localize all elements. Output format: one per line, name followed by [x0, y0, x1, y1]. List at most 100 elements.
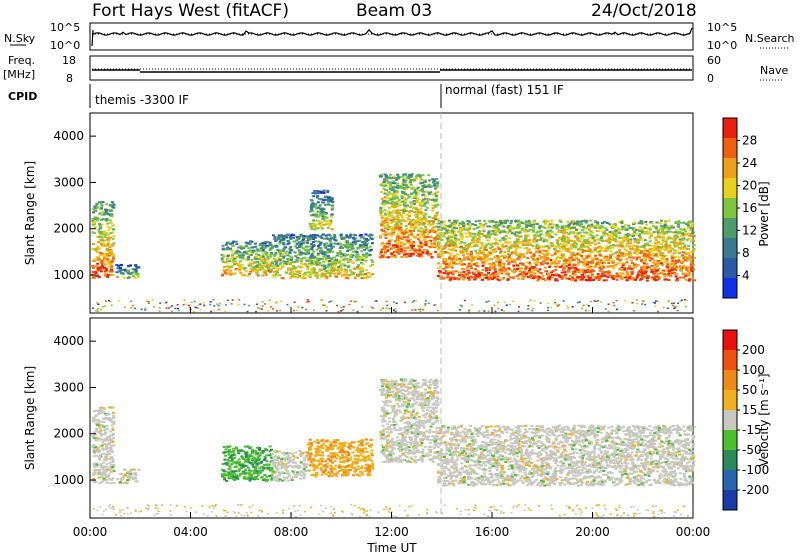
- data-cell: [358, 234, 362, 237]
- data-cell: [326, 271, 330, 274]
- data-cell: [533, 236, 537, 239]
- data-cell: [327, 264, 331, 267]
- data-cell: [449, 238, 453, 241]
- data-cell: [398, 203, 401, 206]
- data-cell: [345, 246, 349, 249]
- data-cell: [478, 274, 482, 276]
- data-cell: [419, 210, 423, 213]
- data-cell: [457, 224, 461, 227]
- data-cell: [580, 255, 584, 257]
- data-cell: [581, 261, 585, 264]
- data-cell: [672, 264, 676, 267]
- data-cell: [564, 235, 568, 238]
- data-cell: [106, 250, 110, 253]
- data-cell: [380, 255, 384, 258]
- data-cell: [323, 266, 327, 269]
- data-cell: [532, 274, 536, 277]
- data-cell: [382, 187, 386, 190]
- data-cell: [411, 245, 415, 247]
- data-cell: [670, 262, 674, 265]
- data-cell: [258, 268, 262, 271]
- data-cell: [630, 262, 634, 265]
- data-cell: [403, 229, 407, 232]
- data-cell: [387, 185, 391, 188]
- data-cell: [256, 249, 260, 252]
- data-cell: [693, 279, 696, 282]
- data-cell: [381, 256, 385, 259]
- data-cell: [408, 241, 412, 244]
- data-cell: [293, 275, 296, 278]
- data-cell: [109, 300, 112, 303]
- data-cell: [439, 229, 443, 231]
- data-cell: [473, 271, 476, 274]
- data-cell: [623, 254, 627, 257]
- data-cell: [384, 176, 388, 179]
- data-cell: [318, 261, 322, 264]
- data-cell: [520, 241, 524, 244]
- data-cell: [684, 230, 688, 233]
- data-cell: [452, 230, 456, 233]
- data-cell: [99, 218, 103, 221]
- data-cell: [424, 219, 428, 222]
- data-cell: [523, 240, 527, 243]
- data-cell: [628, 245, 631, 248]
- data-cell: [587, 255, 591, 258]
- data-cell: [477, 276, 481, 279]
- data-cell: [663, 222, 667, 225]
- data-cell: [571, 272, 575, 275]
- data-cell: [531, 228, 535, 231]
- data-cell: [265, 245, 269, 248]
- data-cell: [664, 232, 668, 234]
- data-cell: [462, 251, 466, 254]
- data-cell: [370, 263, 374, 266]
- data-cell: [397, 199, 401, 202]
- data-cell: [328, 273, 332, 276]
- data-cell: [605, 245, 609, 248]
- data-cell: [428, 221, 432, 224]
- data-cell: [110, 201, 114, 204]
- data-cell: [400, 229, 403, 232]
- data-cell: [677, 225, 681, 228]
- figure-title: Fort Hays West (fitACF): [92, 1, 289, 21]
- data-cell: [496, 246, 500, 249]
- data-cell: [247, 247, 251, 250]
- data-cell: [423, 183, 427, 186]
- data-cell: [108, 248, 112, 251]
- data-cell: [404, 255, 408, 258]
- data-cell: [400, 250, 404, 253]
- data-cell: [653, 262, 657, 265]
- data-cell: [652, 231, 656, 234]
- data-cell: [478, 252, 482, 255]
- data-cell: [404, 224, 408, 227]
- data-cell: [656, 259, 660, 262]
- data-cell: [527, 224, 531, 227]
- data-cell: [260, 264, 264, 267]
- data-cell: [591, 225, 595, 228]
- data-cell: [315, 192, 319, 194]
- data-cell: [441, 222, 445, 225]
- data-cell: [427, 183, 431, 186]
- data-cell: [327, 200, 330, 203]
- data-cell: [587, 248, 591, 251]
- data-cell: [440, 235, 444, 238]
- data-cell: [596, 273, 600, 276]
- data-cell: [321, 201, 325, 204]
- data-cell: [502, 266, 506, 269]
- data-cell: [441, 232, 445, 235]
- data-cell: [133, 276, 137, 279]
- data-cell: [672, 226, 676, 229]
- data-cell: [105, 239, 109, 241]
- data-cell: [462, 225, 465, 228]
- data-cell: [230, 244, 234, 247]
- data-cell: [236, 250, 240, 253]
- data-cell: [549, 242, 553, 245]
- data-cell: [597, 279, 601, 282]
- data-cell: [126, 269, 130, 272]
- data-cell: [404, 201, 408, 204]
- data-cell: [620, 221, 624, 224]
- data-cell: [591, 259, 595, 262]
- data-cell: [221, 244, 225, 247]
- data-cell: [239, 247, 243, 250]
- data-cell: [522, 253, 526, 256]
- data-cell: [106, 261, 110, 264]
